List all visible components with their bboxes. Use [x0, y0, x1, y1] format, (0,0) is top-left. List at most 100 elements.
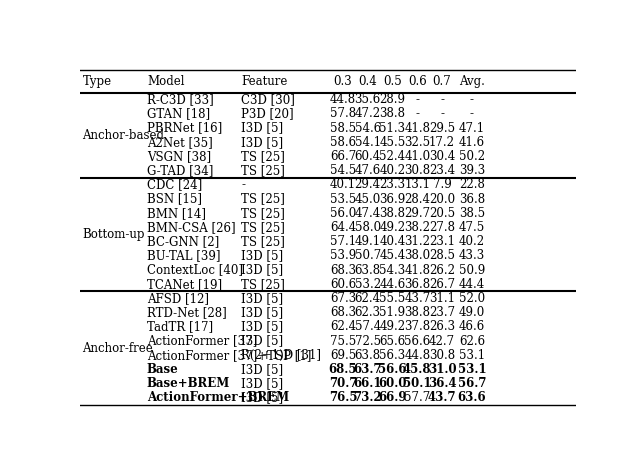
Text: 44.8: 44.8	[330, 93, 356, 106]
Text: 41.8: 41.8	[404, 122, 430, 135]
Text: 47.6: 47.6	[355, 164, 381, 177]
Text: 38.2: 38.2	[404, 221, 430, 234]
Text: Anchor-free: Anchor-free	[83, 342, 153, 355]
Text: ActionFormer+BREM: ActionFormer+BREM	[147, 391, 289, 404]
Text: 47.5: 47.5	[459, 221, 485, 234]
Text: Bottom-up: Bottom-up	[83, 228, 145, 241]
Text: -: -	[241, 178, 245, 191]
Text: TS [25]: TS [25]	[241, 150, 285, 163]
Text: I3D [5]: I3D [5]	[241, 363, 284, 376]
Text: 44.4: 44.4	[459, 278, 485, 291]
Text: 62.4: 62.4	[355, 292, 381, 305]
Text: 50.1: 50.1	[403, 377, 431, 390]
Text: 75.5: 75.5	[330, 335, 356, 348]
Text: 68.5: 68.5	[328, 363, 357, 376]
Text: 68.3: 68.3	[330, 263, 356, 276]
Text: TS [25]: TS [25]	[241, 278, 285, 291]
Text: 27.8: 27.8	[429, 221, 455, 234]
Text: BSN [15]: BSN [15]	[147, 193, 202, 206]
Text: 31.2: 31.2	[404, 235, 430, 248]
Text: -: -	[415, 107, 419, 120]
Text: 56.3: 56.3	[380, 349, 406, 362]
Text: 0.3: 0.3	[333, 75, 352, 88]
Text: Feature: Feature	[241, 75, 287, 88]
Text: 60.6: 60.6	[330, 278, 356, 291]
Text: 17.2: 17.2	[429, 136, 455, 149]
Text: 30.8: 30.8	[404, 164, 430, 177]
Text: 63.6: 63.6	[458, 391, 486, 404]
Text: 41.8: 41.8	[404, 263, 430, 276]
Text: 36.8: 36.8	[459, 193, 485, 206]
Text: 57.8: 57.8	[330, 107, 356, 120]
Text: TCANet [19]: TCANet [19]	[147, 278, 222, 291]
Text: 40.2: 40.2	[459, 235, 485, 248]
Text: RTD-Net [28]: RTD-Net [28]	[147, 306, 227, 319]
Text: 60.0: 60.0	[378, 377, 407, 390]
Text: 22.8: 22.8	[459, 178, 484, 191]
Text: 29.4: 29.4	[355, 178, 381, 191]
Text: PBRNet [16]: PBRNet [16]	[147, 122, 222, 135]
Text: C3D [30]: C3D [30]	[241, 93, 295, 106]
Text: 55.5: 55.5	[380, 292, 406, 305]
Text: 36.9: 36.9	[380, 193, 406, 206]
Text: 50.2: 50.2	[459, 150, 485, 163]
Text: ActionFormer [37]: ActionFormer [37]	[147, 335, 257, 348]
Text: 52.0: 52.0	[459, 292, 485, 305]
Text: 29.5: 29.5	[429, 122, 455, 135]
Text: 64.4: 64.4	[330, 221, 356, 234]
Text: 44.8: 44.8	[404, 349, 430, 362]
Text: 66.9: 66.9	[378, 391, 407, 404]
Text: 69.5: 69.5	[330, 349, 356, 362]
Text: 41.0: 41.0	[404, 150, 430, 163]
Text: I3D [5]: I3D [5]	[241, 292, 284, 305]
Text: G-TAD [34]: G-TAD [34]	[147, 164, 213, 177]
Text: -: -	[415, 93, 419, 106]
Text: R-C3D [33]: R-C3D [33]	[147, 93, 214, 106]
Text: 23.7: 23.7	[429, 306, 455, 319]
Text: TS [25]: TS [25]	[241, 207, 285, 220]
Text: 66.1: 66.1	[353, 377, 382, 390]
Text: 26.2: 26.2	[429, 263, 455, 276]
Text: 53.9: 53.9	[330, 250, 356, 263]
Text: 52.4: 52.4	[380, 150, 406, 163]
Text: 38.5: 38.5	[459, 207, 485, 220]
Text: 57.4: 57.4	[355, 320, 381, 333]
Text: 42.7: 42.7	[429, 335, 455, 348]
Text: 7.9: 7.9	[433, 178, 451, 191]
Text: 68.3: 68.3	[330, 306, 356, 319]
Text: 26.7: 26.7	[429, 278, 455, 291]
Text: 49.2: 49.2	[380, 221, 406, 234]
Text: 53.5: 53.5	[330, 193, 356, 206]
Text: 38.8: 38.8	[380, 107, 406, 120]
Text: 54.3: 54.3	[380, 263, 406, 276]
Text: I3D [5]: I3D [5]	[241, 263, 284, 276]
Text: BMN-CSA [26]: BMN-CSA [26]	[147, 221, 236, 234]
Text: CDC [24]: CDC [24]	[147, 178, 202, 191]
Text: ActionFormer [37]+TSP [1]: ActionFormer [37]+TSP [1]	[147, 349, 311, 362]
Text: R(2+1)D [31]: R(2+1)D [31]	[241, 349, 321, 362]
Text: 38.0: 38.0	[404, 250, 430, 263]
Text: A2Net [35]: A2Net [35]	[147, 136, 212, 149]
Text: 56.6: 56.6	[378, 363, 407, 376]
Text: I3D [5]: I3D [5]	[241, 320, 284, 333]
Text: TS [25]: TS [25]	[241, 221, 285, 234]
Text: 47.4: 47.4	[355, 207, 381, 220]
Text: 45.0: 45.0	[355, 193, 381, 206]
Text: 49.0: 49.0	[459, 306, 485, 319]
Text: I3D [5]: I3D [5]	[241, 391, 284, 404]
Text: 47.2: 47.2	[355, 107, 381, 120]
Text: 53.2: 53.2	[355, 278, 381, 291]
Text: 28.9: 28.9	[380, 93, 406, 106]
Text: 54.5: 54.5	[330, 164, 356, 177]
Text: 39.3: 39.3	[459, 164, 485, 177]
Text: 46.6: 46.6	[459, 320, 485, 333]
Text: 49.2: 49.2	[380, 320, 406, 333]
Text: 45.5: 45.5	[380, 136, 406, 149]
Text: 62.4: 62.4	[330, 320, 356, 333]
Text: 51.3: 51.3	[380, 122, 406, 135]
Text: 56.6: 56.6	[404, 335, 431, 348]
Text: 30.4: 30.4	[429, 150, 455, 163]
Text: 60.4: 60.4	[355, 150, 381, 163]
Text: -: -	[440, 107, 444, 120]
Text: Anchor-based: Anchor-based	[83, 129, 164, 142]
